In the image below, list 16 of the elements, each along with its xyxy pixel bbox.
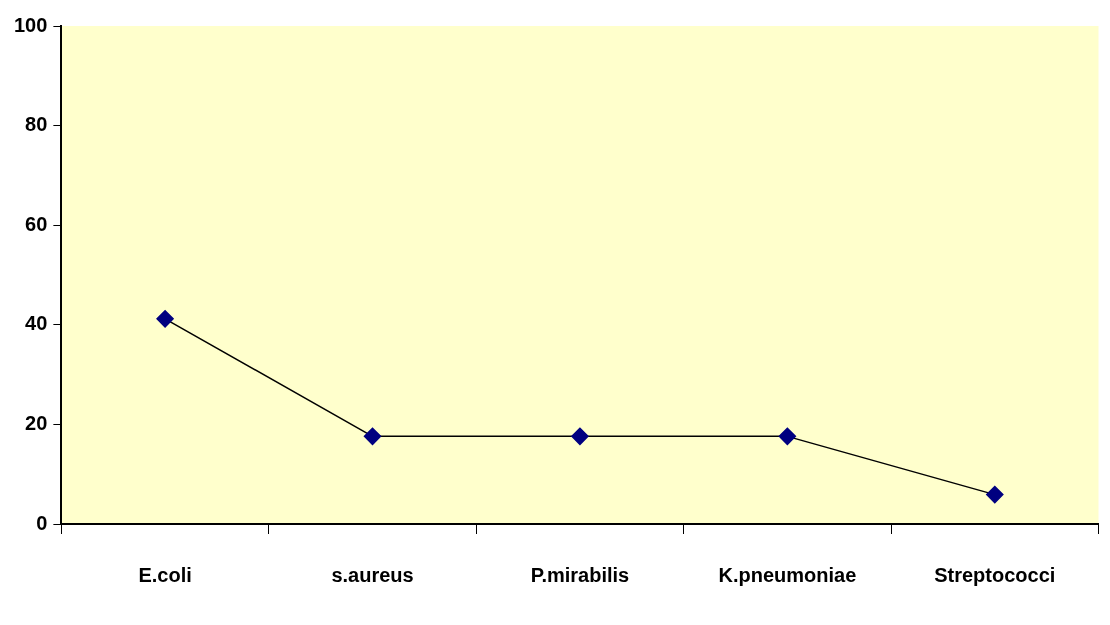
point [778, 427, 797, 446]
y-tick-label: 100 [13, 13, 48, 36]
point [363, 427, 382, 446]
x-tick-label: Streptococci [934, 563, 1056, 586]
point [986, 485, 1004, 504]
x-tick-label: E.coli [138, 563, 192, 586]
x-tick-label: s.aureus [331, 563, 414, 586]
x-tick-label: K.pneumoniae [718, 563, 857, 586]
x-tick-label: P.mirabilis [530, 563, 630, 586]
y-tick-label: 60 [25, 212, 48, 235]
point [156, 310, 174, 328]
y-tick-label: 80 [25, 113, 48, 136]
point [571, 427, 589, 446]
y-tick-label: 20 [25, 411, 48, 434]
y-tick-label: 40 [25, 312, 48, 335]
y-tick-label: 0 [36, 511, 48, 534]
